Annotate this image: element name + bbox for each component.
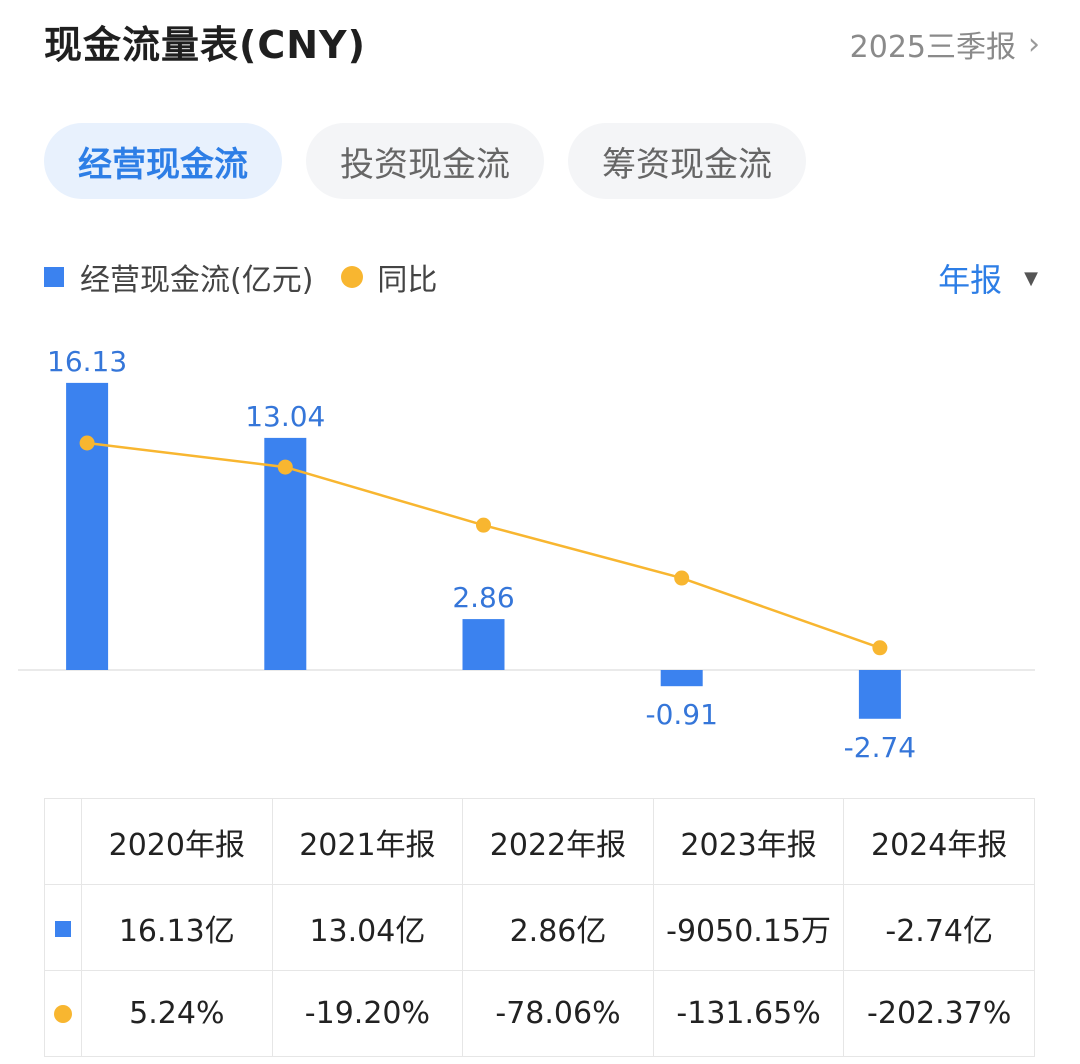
- table-header-cell: 2024年报: [843, 798, 1035, 885]
- table-cell: 13.04亿: [271, 884, 464, 971]
- yoy-line: [86, 441, 881, 649]
- report-period-label: 2025三季报: [849, 30, 1016, 65]
- table-cell: -2.74亿: [843, 884, 1035, 971]
- line-legend-label: 同比: [377, 263, 438, 298]
- bar-value-label: -0.91: [645, 698, 717, 731]
- cashflow-tabs: 经营现金流 投资现金流 筹资现金流: [44, 123, 806, 199]
- caret-down-icon: ▼: [1024, 267, 1038, 289]
- tab-financing-cashflow[interactable]: 筹资现金流: [568, 123, 806, 199]
- bar-2023年报: [660, 670, 703, 687]
- table-header-cell: 2023年报: [652, 798, 845, 885]
- yoy-point-2021年报: [277, 459, 293, 475]
- bar-2022年报: [462, 619, 505, 670]
- report-period-selector[interactable]: 2025三季报 ›: [850, 22, 1040, 66]
- table-header-cell: 2021年报: [271, 798, 464, 885]
- table-header-cell: 2022年报: [462, 798, 654, 885]
- bar-series-marker-icon: [55, 921, 71, 937]
- table-header-cell: 2020年报: [81, 798, 273, 885]
- table-cell: 5.24%: [81, 970, 273, 1057]
- table-row-yoy: 5.24% -19.20% -78.06% -131.65% -202.37%: [44, 970, 1035, 1057]
- bar-value-label: 13.04: [245, 400, 325, 433]
- bar-value-label: 16.13: [47, 345, 127, 378]
- cashflow-table: 2020年报 2021年报 2022年报 2023年报 2024年报 16.13…: [44, 798, 1035, 1057]
- yoy-point-2020年报: [79, 435, 95, 451]
- period-type-dropdown[interactable]: 年报 ▼: [938, 255, 1038, 301]
- chevron-right-icon: ›: [1028, 26, 1040, 62]
- cashflow-chart: 16.13 13.04 2.86 -0.91 -2.74: [18, 345, 1035, 764]
- bar-2020年报: [66, 382, 109, 670]
- yoy-point-2023年报: [674, 570, 690, 586]
- table-header-row: 2020年报 2021年报 2022年报 2023年报 2024年报: [44, 798, 1035, 885]
- bar-value-label: -2.74: [844, 731, 916, 764]
- table-cell: 16.13亿: [81, 884, 273, 971]
- table-cell: -78.06%: [462, 970, 654, 1057]
- line-series-marker-icon: [54, 1005, 72, 1023]
- table-cell: -9050.15万: [652, 884, 845, 971]
- line-legend-marker: [341, 266, 364, 288]
- row-marker-cell: [44, 970, 82, 1057]
- bar-2021年报: [264, 437, 307, 670]
- yoy-point-2022年报: [476, 517, 491, 533]
- bar-value-label: 2.86: [452, 581, 514, 614]
- header: 现金流量表(CNY) 2025三季报 ›: [0, 0, 1080, 90]
- bar-legend-label: 经营现金流(亿元): [80, 263, 314, 298]
- bar-legend-marker: [44, 267, 64, 287]
- page-title: 现金流量表(CNY): [44, 23, 366, 67]
- table-cell: -19.20%: [271, 970, 464, 1057]
- yoy-point-2024年报: [872, 640, 888, 656]
- bar-2024年报: [858, 670, 901, 719]
- tab-investing-cashflow[interactable]: 投资现金流: [306, 123, 544, 199]
- table-cell: -202.37%: [843, 970, 1035, 1057]
- period-type-label: 年报: [938, 261, 1003, 299]
- table-cell: -131.65%: [652, 970, 845, 1057]
- table-corner-cell: [44, 798, 82, 885]
- tab-operating-cashflow[interactable]: 经营现金流: [44, 123, 282, 199]
- row-marker-cell: [44, 884, 82, 971]
- table-row-cashflow: 16.13亿 13.04亿 2.86亿 -9050.15万 -2.74亿: [44, 884, 1035, 971]
- table-cell: 2.86亿: [462, 884, 654, 971]
- chart-legend: 经营现金流(亿元) 同比: [44, 255, 437, 299]
